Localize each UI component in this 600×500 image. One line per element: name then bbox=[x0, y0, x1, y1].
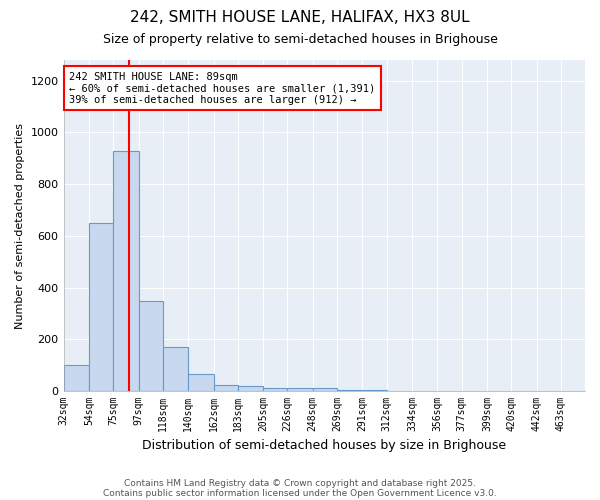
Text: Contains HM Land Registry data © Crown copyright and database right 2025.: Contains HM Land Registry data © Crown c… bbox=[124, 478, 476, 488]
Y-axis label: Number of semi-detached properties: Number of semi-detached properties bbox=[15, 122, 25, 328]
Bar bbox=[214, 384, 238, 391]
Bar bbox=[113, 150, 139, 391]
Text: 242 SMITH HOUSE LANE: 89sqm
← 60% of semi-detached houses are smaller (1,391)
39: 242 SMITH HOUSE LANE: 89sqm ← 60% of sem… bbox=[70, 72, 376, 105]
Bar bbox=[238, 386, 263, 391]
Bar bbox=[337, 390, 362, 391]
Text: Size of property relative to semi-detached houses in Brighouse: Size of property relative to semi-detach… bbox=[103, 32, 497, 46]
Text: Contains public sector information licensed under the Open Government Licence v3: Contains public sector information licen… bbox=[103, 488, 497, 498]
Bar bbox=[313, 388, 337, 391]
Bar bbox=[89, 223, 113, 391]
Bar bbox=[362, 390, 386, 391]
Bar bbox=[64, 365, 89, 391]
Bar bbox=[163, 347, 188, 391]
Bar bbox=[287, 388, 313, 391]
Bar bbox=[263, 388, 287, 391]
Bar bbox=[188, 374, 214, 391]
Bar bbox=[139, 300, 163, 391]
Text: 242, SMITH HOUSE LANE, HALIFAX, HX3 8UL: 242, SMITH HOUSE LANE, HALIFAX, HX3 8UL bbox=[130, 10, 470, 25]
X-axis label: Distribution of semi-detached houses by size in Brighouse: Distribution of semi-detached houses by … bbox=[142, 440, 506, 452]
